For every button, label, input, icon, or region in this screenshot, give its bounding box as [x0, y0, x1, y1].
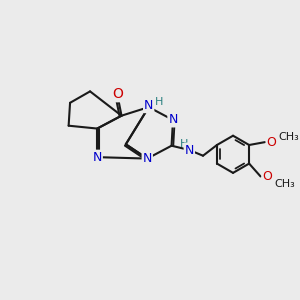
Text: N: N	[168, 113, 178, 127]
Text: O: O	[112, 87, 123, 101]
Text: CH₃: CH₃	[279, 132, 299, 142]
Text: N: N	[142, 152, 152, 165]
Text: N: N	[184, 143, 194, 157]
Text: H: H	[155, 97, 164, 107]
Text: CH₃: CH₃	[274, 178, 295, 189]
Text: O: O	[262, 170, 272, 183]
Text: O: O	[266, 136, 276, 148]
Text: N: N	[144, 99, 153, 112]
Text: H: H	[180, 139, 188, 149]
Text: N: N	[92, 151, 102, 164]
